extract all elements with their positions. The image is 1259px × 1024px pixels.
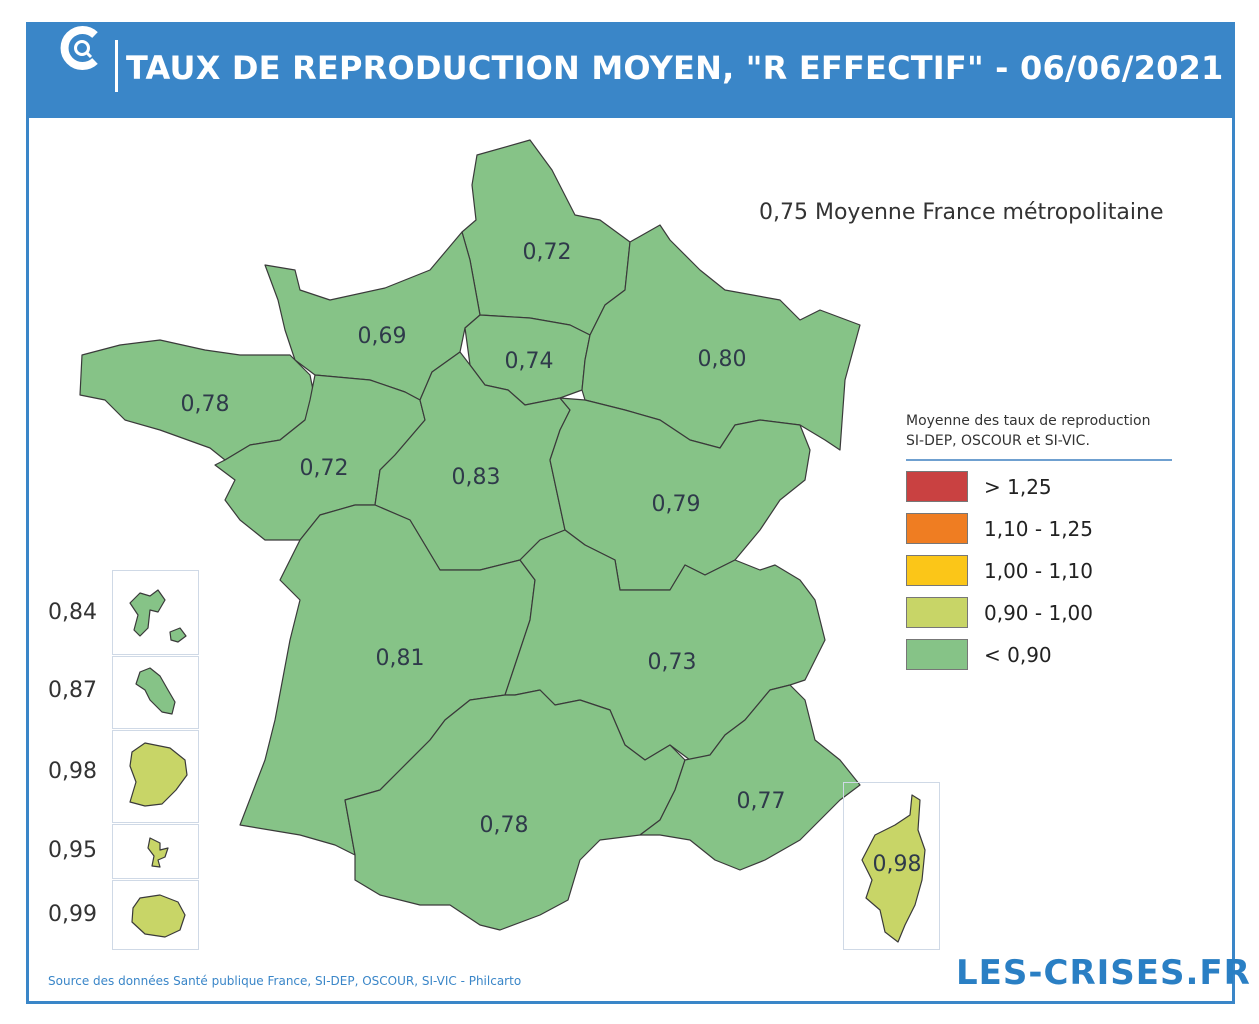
legend-item: 1,10 - 1,25	[906, 513, 1186, 545]
label-paca: 0,77	[737, 789, 786, 814]
legend-label: 0,90 - 1,00	[984, 601, 1093, 625]
label-normandie: 0,69	[358, 324, 407, 349]
label-bourgogne-franche-comte: 0,79	[652, 492, 701, 517]
legend-label: < 0,90	[984, 643, 1052, 667]
overseas-box-guyane	[112, 730, 199, 823]
value-martinique: 0,87	[48, 678, 97, 703]
legend-item: < 0,90	[906, 639, 1186, 671]
region-corse	[861, 794, 926, 943]
label-centre-val-de-loire: 0,83	[452, 465, 501, 490]
label-occitanie: 0,78	[480, 813, 529, 838]
label-hauts-de-france: 0,72	[523, 240, 572, 265]
overseas-box-reunion	[112, 880, 199, 950]
legend-swatch	[906, 513, 968, 544]
header-bar	[26, 22, 1235, 118]
legend-item: > 1,25	[906, 471, 1186, 503]
region-paca	[639, 684, 861, 871]
legend-swatch	[906, 471, 968, 502]
value-mayotte: 0,95	[48, 838, 97, 863]
label-grand-est: 0,80	[698, 347, 747, 372]
brand-logo-text[interactable]: LES-CRISES.FR	[956, 953, 1251, 993]
region-martinique	[135, 667, 176, 715]
legend-swatch	[906, 555, 968, 586]
value-guadeloupe: 0,84	[48, 600, 97, 625]
legend-label: > 1,25	[984, 475, 1052, 499]
overseas-box-guadeloupe	[112, 570, 199, 655]
region-reunion	[131, 894, 186, 938]
legend-swatch	[906, 597, 968, 628]
region-mayotte	[147, 837, 169, 868]
label-auvergne-rhone-alpes: 0,73	[648, 650, 697, 675]
label-bretagne: 0,78	[181, 392, 230, 417]
label-corse: 0,98	[873, 852, 922, 877]
value-reunion: 0,99	[48, 902, 97, 927]
legend-item: 0,90 - 1,00	[906, 597, 1186, 629]
label-nouvelle-aquitaine: 0,81	[376, 646, 425, 671]
corse-inset-box	[843, 782, 940, 950]
source-note: Source des données Santé publique France…	[48, 974, 522, 988]
label-pays-de-la-loire: 0,72	[300, 456, 349, 481]
page-title: TAUX DE REPRODUCTION MOYEN, "R EFFECTIF"…	[126, 49, 1224, 87]
legend-title: Moyenne des taux de reproduction SI-DEP,…	[906, 411, 1172, 461]
value-guyane: 0,98	[48, 759, 97, 784]
label-ile-de-france: 0,74	[505, 349, 554, 374]
legend-swatch	[906, 639, 968, 670]
legend-label: 1,10 - 1,25	[984, 517, 1093, 541]
region-guyane	[129, 742, 188, 807]
legend-item: 1,00 - 1,10	[906, 555, 1186, 587]
overseas-box-mayotte	[112, 824, 199, 879]
title-separator	[115, 40, 118, 92]
region-guadeloupe	[129, 589, 187, 643]
legend-label: 1,00 - 1,10	[984, 559, 1093, 583]
national-average: 0,75 Moyenne France métropolitaine	[759, 200, 1164, 225]
overseas-box-martinique	[112, 656, 199, 729]
les-crises-logo-icon	[60, 26, 98, 70]
